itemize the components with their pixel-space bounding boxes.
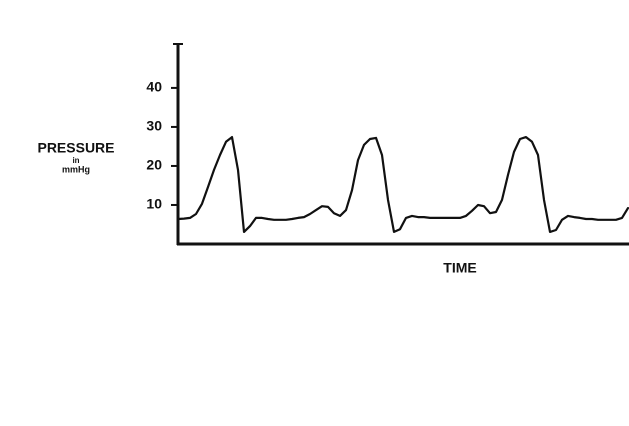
y-axis-label: mmHg <box>62 164 90 174</box>
y-tick-label: 40 <box>146 79 162 95</box>
y-tick-label: 10 <box>146 196 162 212</box>
y-tick-label: 20 <box>146 157 162 173</box>
x-axis-label: TIME <box>443 260 476 276</box>
pressure-line <box>176 136 629 233</box>
y-axis-label: PRESSURE <box>37 140 114 156</box>
y-tick-label: 30 <box>146 118 162 134</box>
y-axis-label: in <box>72 156 79 165</box>
